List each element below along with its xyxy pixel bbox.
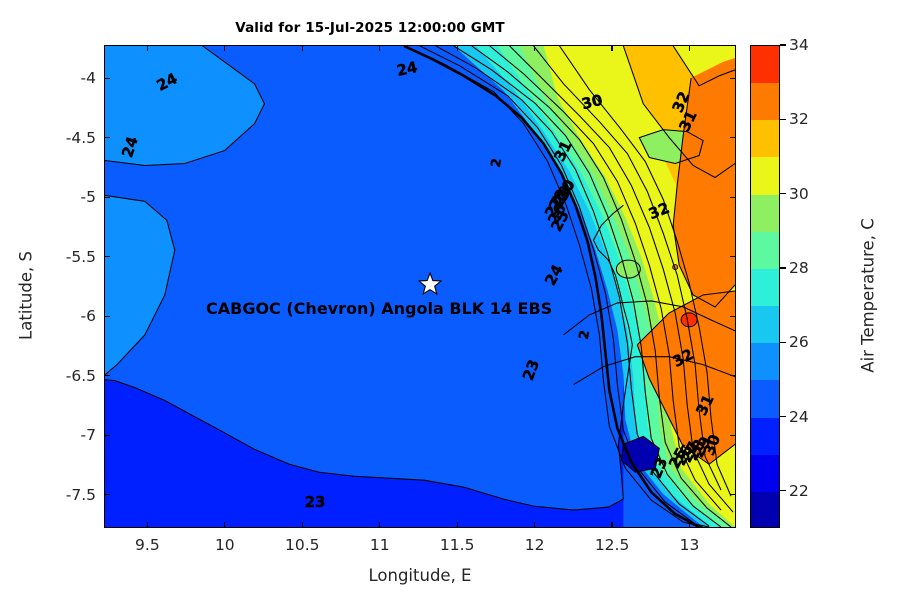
colorbar-band xyxy=(751,343,779,381)
x-tick xyxy=(688,522,691,528)
y-tick-right xyxy=(730,196,736,198)
y-tick-right xyxy=(730,315,736,317)
y-tick-label: -6 xyxy=(80,307,96,326)
y-tick-label: -6.5 xyxy=(65,366,96,385)
coastline xyxy=(403,46,700,527)
x-tick-top xyxy=(379,45,381,51)
x-tick xyxy=(534,522,536,528)
y-axis-label: Latitude, S xyxy=(16,251,36,340)
contour-svg xyxy=(105,46,735,527)
colorbar-band xyxy=(751,417,779,455)
x-tick-label: 13 xyxy=(679,536,700,554)
y-tick-label: -5.5 xyxy=(65,247,96,266)
x-tick-label: 11.5 xyxy=(439,536,475,554)
x-axis-label: Longitude, E xyxy=(368,566,472,585)
colorbar-band xyxy=(751,380,779,418)
x-tick-label: 10 xyxy=(214,536,235,554)
x-tick-label: 9.5 xyxy=(135,536,160,554)
colorbar-tick-label: 34 xyxy=(789,36,809,54)
colorbar-tick-label: 28 xyxy=(789,258,809,277)
colorbar-tick xyxy=(780,490,786,492)
y-tick-label: -7 xyxy=(80,426,96,445)
colorbar-tick-label: 30 xyxy=(789,184,809,203)
y-tick-right xyxy=(730,375,736,377)
colorbar-tick-label: 26 xyxy=(789,333,809,352)
y-tick xyxy=(104,137,110,139)
x-tick-top xyxy=(301,45,303,51)
y-tick xyxy=(104,77,110,79)
colorbar-band xyxy=(751,268,779,307)
y-tick xyxy=(104,256,110,258)
station-label: CABGOC (Chevron) Angola BLK 14 EBS xyxy=(206,299,553,318)
colorbar-band xyxy=(751,306,779,344)
x-tick-label: 10.5 xyxy=(285,536,320,554)
colorbar-tick xyxy=(780,192,786,195)
x-tick xyxy=(379,522,381,528)
y-tick-right xyxy=(730,137,736,139)
colorbar-band xyxy=(751,491,779,527)
y-tick-right xyxy=(730,256,736,258)
colorbar-tick-label: 24 xyxy=(789,407,809,426)
y-tick xyxy=(104,196,110,198)
contour-field xyxy=(105,46,735,527)
colorbar-band xyxy=(751,194,779,232)
x-tick xyxy=(456,522,458,528)
colorbar-tick xyxy=(780,44,786,46)
colorbar-band xyxy=(751,231,779,269)
x-tick-label: 12.5 xyxy=(594,536,630,554)
x-tick-label: 11 xyxy=(369,536,390,554)
colorbar-tick xyxy=(780,415,786,418)
colorbar-label: Air Temperature, C xyxy=(858,218,878,373)
colorbar-tick xyxy=(780,341,786,343)
x-tick-top xyxy=(146,45,148,51)
y-tick-label: -5 xyxy=(80,188,96,207)
x-tick-top xyxy=(688,45,691,51)
colorbar-band xyxy=(751,120,779,158)
y-tick-right xyxy=(730,434,736,436)
x-tick xyxy=(146,522,148,528)
x-tick-top xyxy=(224,45,226,51)
colorbar[interactable] xyxy=(750,45,780,528)
y-tick-label: -4 xyxy=(80,69,96,88)
colorbar-band xyxy=(751,46,779,84)
x-tick xyxy=(301,522,303,528)
y-tick xyxy=(104,375,110,377)
page-title: Valid for 15-Jul-2025 12:00:00 GMT xyxy=(235,20,505,36)
map-plot-area[interactable] xyxy=(104,45,736,528)
station-marker-star[interactable] xyxy=(418,271,443,296)
x-tick-top xyxy=(456,45,458,51)
colorbar-tick-label: 32 xyxy=(789,110,809,129)
y-tick-label: -7.5 xyxy=(65,485,96,504)
contour-label: 23 xyxy=(304,493,326,511)
colorbar-band xyxy=(751,83,779,121)
y-tick xyxy=(104,434,110,436)
x-tick-label: 12 xyxy=(524,536,545,554)
x-tick xyxy=(224,522,226,528)
y-tick xyxy=(104,494,110,496)
colorbar-band xyxy=(751,157,779,195)
y-tick-right xyxy=(730,494,736,496)
x-tick-top xyxy=(534,45,536,51)
y-tick xyxy=(104,315,110,317)
y-tick-label: -4.5 xyxy=(65,128,96,147)
y-tick-right xyxy=(730,77,736,79)
colorbar-tick-label: 22 xyxy=(789,481,809,500)
colorbar-tick xyxy=(780,267,786,269)
colorbar-tick xyxy=(780,118,786,120)
colorbar-band xyxy=(751,454,779,492)
x-tick-top xyxy=(611,45,613,51)
x-tick xyxy=(611,522,613,528)
